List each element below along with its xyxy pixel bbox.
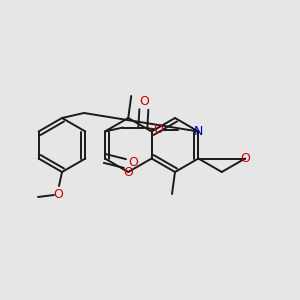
- Text: O: O: [153, 123, 163, 136]
- Text: O: O: [128, 156, 138, 169]
- Text: O: O: [53, 188, 63, 200]
- Text: N: N: [194, 125, 203, 138]
- Text: O: O: [123, 166, 133, 178]
- Text: O: O: [139, 95, 149, 108]
- Text: O: O: [240, 152, 250, 165]
